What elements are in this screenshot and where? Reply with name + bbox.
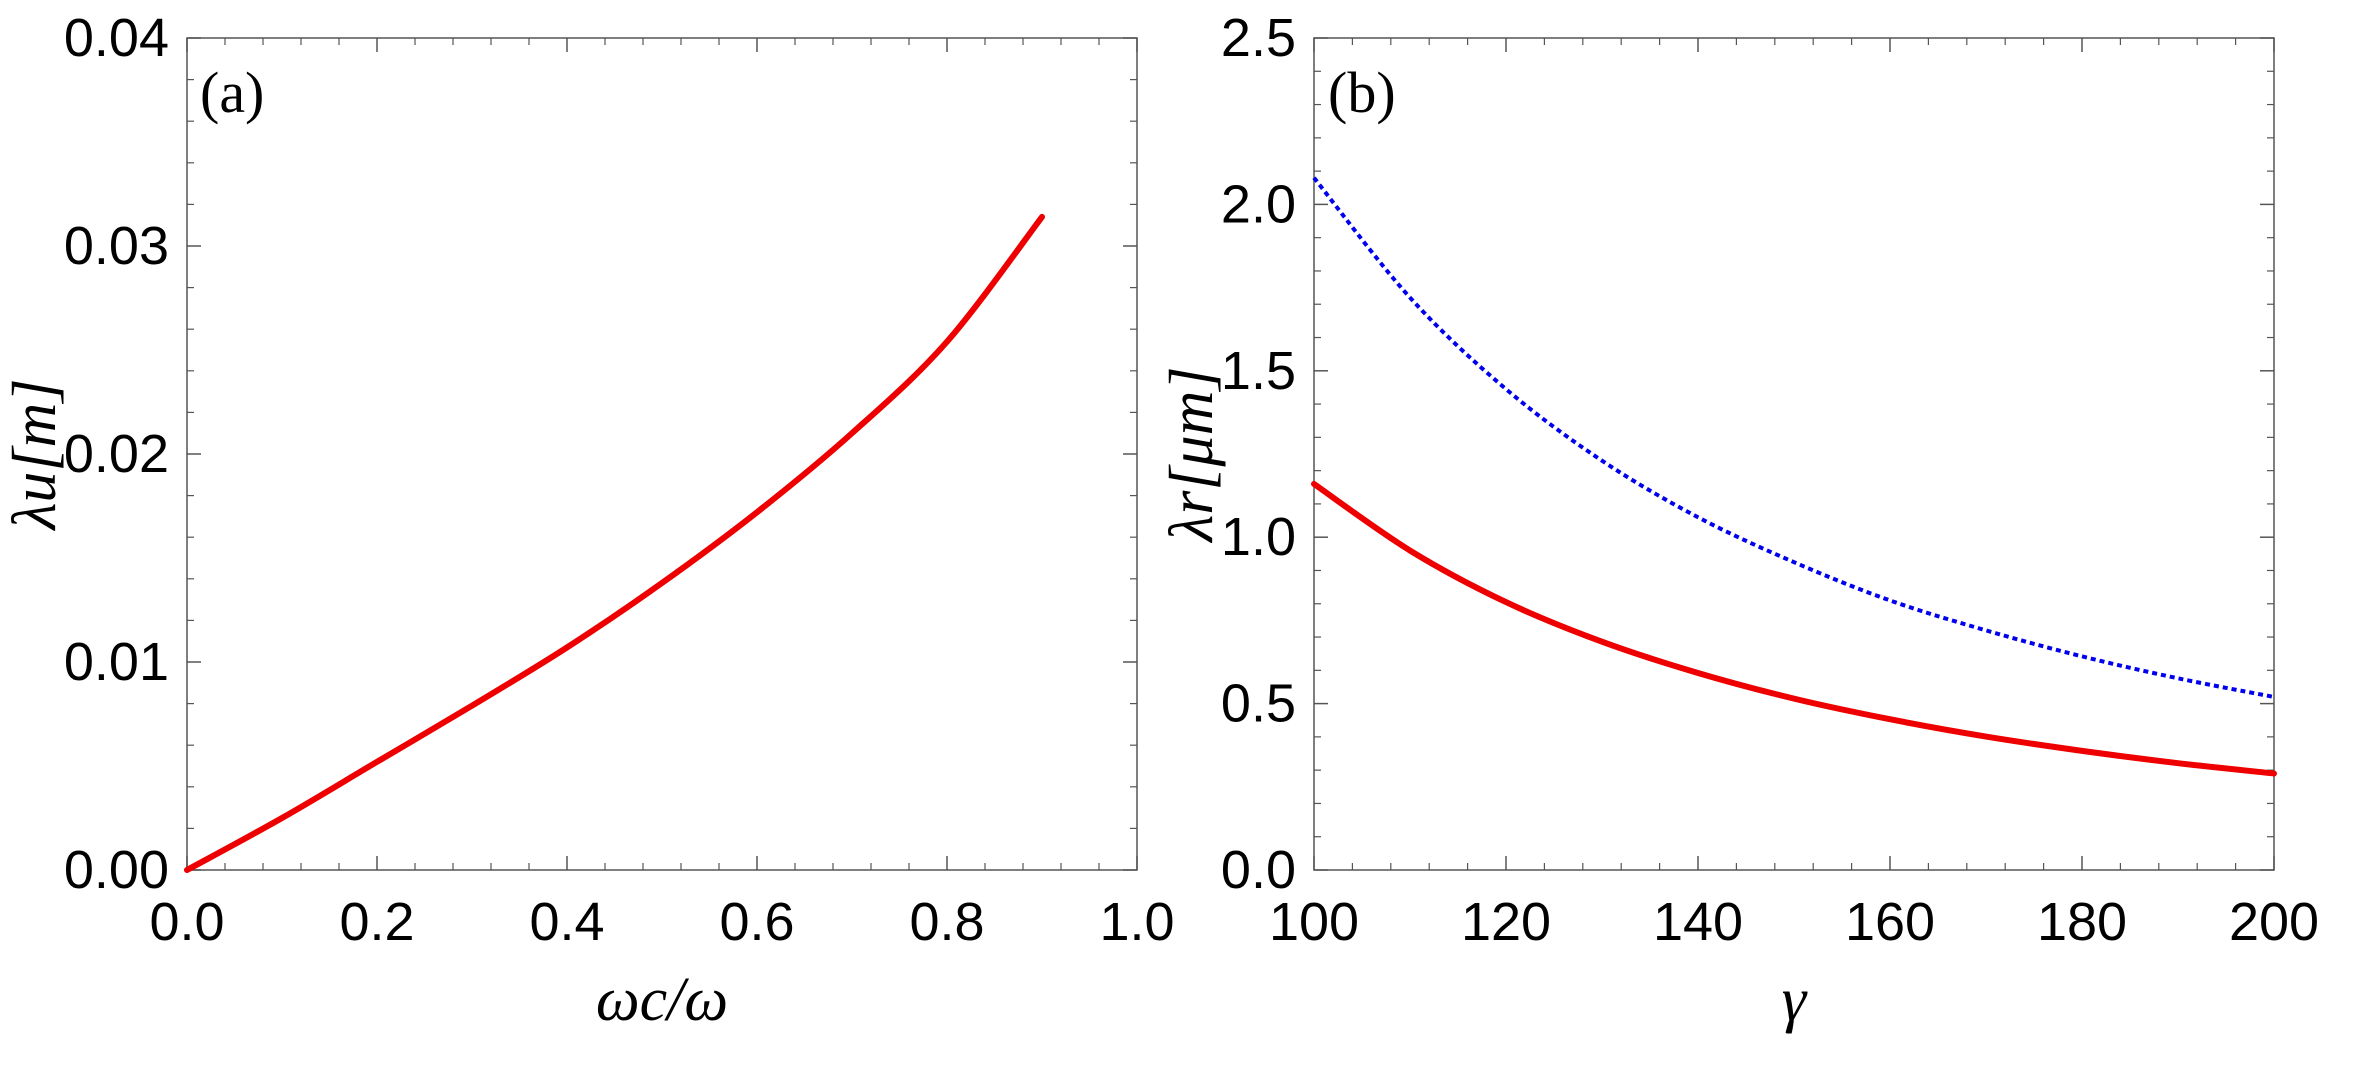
- series-line-solid: [1311, 480, 2277, 777]
- y-tick-labels-b: 0.0 0.5 1.0 1.5 2.0 2.5: [1221, 8, 1296, 900]
- y-tick-label: 2.0: [1221, 174, 1296, 234]
- y-tick-label: 2.5: [1221, 8, 1296, 68]
- x-tick-label: 0.0: [149, 892, 224, 952]
- x-axis-label-a: ωc/ω: [596, 966, 728, 1034]
- y-tick-label: 0.00: [64, 840, 169, 900]
- panel-b: 100 120 140 160 180 200 0.0 0.5 1.0 1.5 2.0 2.5 (b…: [1158, 8, 2319, 1034]
- y-tick-label: 0.04: [64, 8, 169, 68]
- y-axis-label-a: λu[m]: [1, 379, 69, 532]
- series-line--u: [184, 213, 1045, 873]
- y-tick-labels-a: 0.00 0.01 0.02 0.03 0.04: [64, 8, 169, 900]
- x-tick-label: 1.0: [1099, 892, 1174, 952]
- x-tick-label: 140: [1653, 892, 1743, 952]
- y-tick-label: 1.0: [1221, 507, 1296, 567]
- y-tick-label: 1.5: [1221, 341, 1296, 401]
- panel-label-b: (b): [1328, 60, 1396, 125]
- tick-marks-a: [186, 37, 1138, 871]
- y-axis-label-b: λr[μm]: [1158, 366, 1226, 543]
- x-tick-labels-a: 0.0 0.2 0.4 0.6 0.8 1.0: [149, 892, 1174, 952]
- x-tick-label: 0.2: [339, 892, 414, 952]
- series-line-dotted: [1312, 176, 2275, 699]
- y-tick-label: 0.5: [1221, 674, 1296, 734]
- x-tick-label: 0.4: [529, 892, 604, 952]
- plot-frame-b: [1313, 37, 2275, 871]
- y-tick-label: 0.03: [64, 216, 169, 276]
- y-tick-label: 0.02: [64, 424, 169, 484]
- x-tick-label: 100: [1269, 892, 1359, 952]
- x-tick-label: 0.8: [909, 892, 984, 952]
- series-group-b: [1311, 176, 2277, 777]
- x-tick-label: 120: [1461, 892, 1551, 952]
- x-tick-label: 0.6: [719, 892, 794, 952]
- x-tick-label: 160: [1845, 892, 1935, 952]
- series-group-a: [184, 213, 1045, 873]
- panel-a: 0.0 0.2 0.4 0.6 0.8 1.0 0.000.010.020.030.04 …: [1, 8, 1175, 1034]
- y-tick-label: 0.0: [1221, 840, 1296, 900]
- x-tick-label: 200: [2229, 892, 2319, 952]
- panel-label-a: (a): [200, 60, 264, 125]
- x-tick-labels-b: 100 120 140 160 180 200: [1269, 892, 2319, 952]
- y-tick-label: 0.01: [64, 632, 169, 692]
- tick-marks-b: [1313, 37, 2275, 871]
- x-tick-label: 180: [2037, 892, 2127, 952]
- x-axis-label-b: γ: [1782, 966, 1808, 1034]
- plot-frame-a: [186, 37, 1138, 871]
